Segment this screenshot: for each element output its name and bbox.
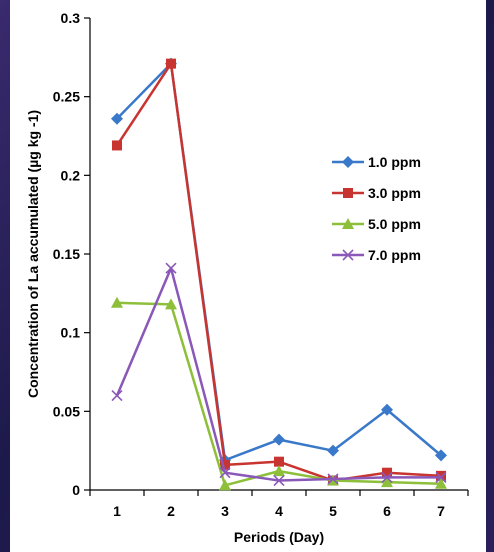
y-axis-ticks: 0 0.05 0.1 0.15 0.2 0.25 0.3 <box>53 10 90 498</box>
data-point <box>382 467 392 478</box>
legend-item: 1.0 ppm <box>332 154 421 170</box>
data-point <box>112 140 122 151</box>
chart-frame: 0 0.05 0.1 0.15 0.2 0.25 0.3 1 2 3 4 5 6 7 Concentra… <box>10 0 486 552</box>
series-group <box>111 57 447 491</box>
data-point <box>435 477 447 489</box>
data-point <box>381 476 393 488</box>
legend-marker <box>342 156 354 168</box>
data-point <box>327 473 339 485</box>
legend-label: 7.0 ppm <box>368 247 421 263</box>
data-point <box>274 456 284 467</box>
data-point <box>166 58 176 69</box>
data-point <box>273 474 285 487</box>
x-axis-label: Periods (Day) <box>234 529 324 545</box>
legend-marker <box>343 188 353 198</box>
data-point <box>219 467 231 479</box>
legend: 1.0 ppm 3.0 ppm 5.0 ppm 7.0 ppm <box>332 154 421 263</box>
data-point <box>435 449 447 462</box>
data-point <box>111 296 123 308</box>
y-tick-label: 0.1 <box>61 325 81 341</box>
x-tick-label: 2 <box>167 503 175 519</box>
legend-marker <box>342 249 354 261</box>
legend-marker <box>342 218 354 229</box>
data-point <box>220 459 230 470</box>
y-axis-label: Concentration of La accumulated (µg kg -… <box>25 110 41 398</box>
legend-item: 3.0 ppm <box>332 185 421 201</box>
legend-item: 5.0 ppm <box>332 216 421 232</box>
y-tick-label: 0.05 <box>53 403 80 419</box>
data-point <box>219 479 231 491</box>
y-tick-label: 0.2 <box>61 167 81 183</box>
data-point <box>435 471 447 483</box>
data-point <box>436 470 446 481</box>
x-tick-label: 1 <box>113 503 121 519</box>
legend-label: 3.0 ppm <box>368 185 421 201</box>
data-point <box>273 465 285 477</box>
series-7-0-ppm <box>111 262 447 487</box>
data-point <box>111 390 123 402</box>
legend-label: 1.0 ppm <box>368 154 421 170</box>
y-tick-label: 0.15 <box>53 246 80 262</box>
data-point <box>327 444 339 457</box>
y-tick-label: 0.3 <box>61 10 81 26</box>
x-tick-label: 5 <box>329 503 337 519</box>
series-3-0-ppm <box>112 58 446 486</box>
y-tick-label: 0 <box>72 482 80 498</box>
data-point <box>381 403 393 416</box>
data-point <box>165 298 177 310</box>
x-axis-ticks: 1 2 3 4 5 6 7 <box>89 490 469 519</box>
data-point <box>381 471 393 483</box>
series-line <box>115 266 441 482</box>
x-tick-label: 6 <box>383 503 391 519</box>
series-line <box>115 62 442 482</box>
legend-item: 7.0 ppm <box>332 247 421 263</box>
line-chart: 0 0.05 0.1 0.15 0.2 0.25 0.3 1 2 3 4 5 6 7 Concentra… <box>25 10 469 545</box>
x-tick-label: 3 <box>221 503 229 519</box>
y-tick-label: 0.25 <box>53 89 80 105</box>
data-point <box>273 433 285 446</box>
x-tick-label: 7 <box>437 503 445 519</box>
x-tick-label: 4 <box>275 503 283 519</box>
data-point <box>165 262 177 274</box>
legend-label: 5.0 ppm <box>368 216 421 232</box>
data-point <box>111 112 123 125</box>
